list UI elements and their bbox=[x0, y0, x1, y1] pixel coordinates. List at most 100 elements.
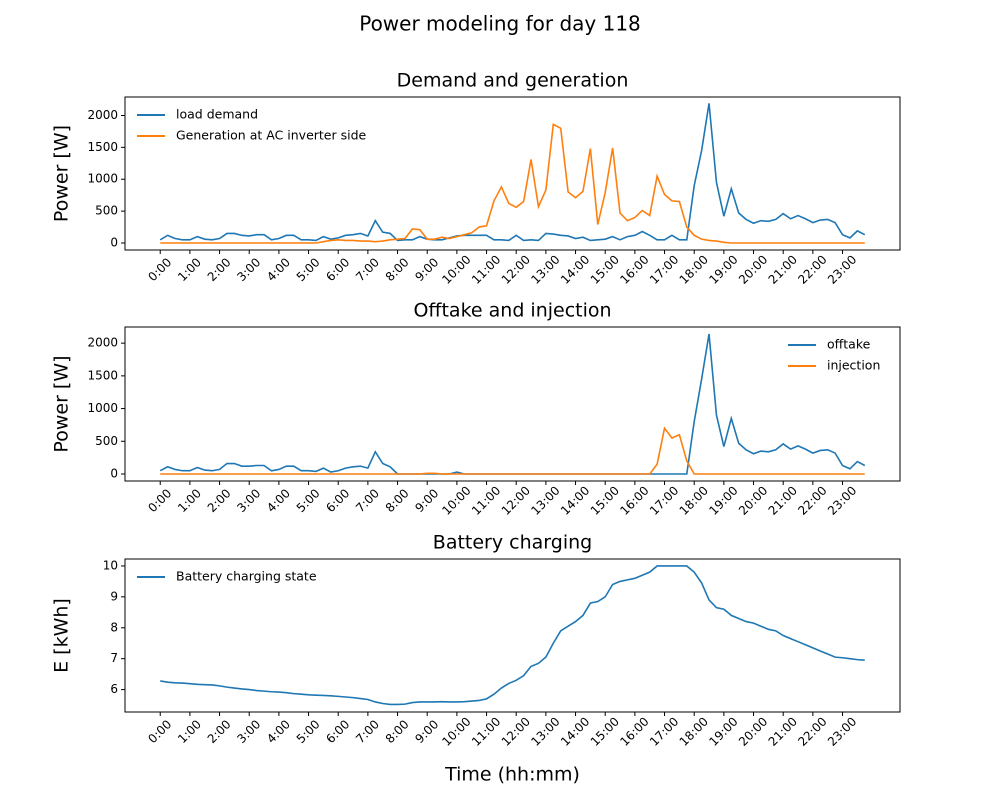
y-tick-label: 0 bbox=[110, 467, 118, 481]
x-tick-label: 9:00 bbox=[412, 255, 441, 284]
series-line bbox=[160, 123, 865, 244]
x-tick-label: 21:00 bbox=[766, 252, 800, 286]
x-tick-label: 8:00 bbox=[383, 255, 412, 284]
axes-frame bbox=[124, 96, 901, 251]
x-tick-label: 23:00 bbox=[825, 714, 859, 748]
x-tick-label: 12:00 bbox=[499, 714, 533, 748]
legend-label: offtake bbox=[827, 337, 871, 352]
x-tick-label: 6:00 bbox=[323, 486, 352, 515]
x-tick-label: 13:00 bbox=[528, 714, 562, 748]
x-tick-label: 18:00 bbox=[677, 252, 711, 286]
x-tick-label: 16:00 bbox=[617, 714, 651, 748]
x-tick-label: 1:00 bbox=[175, 255, 204, 284]
y-tick-label: 2000 bbox=[87, 108, 118, 122]
x-tick-label: 19:00 bbox=[706, 252, 740, 286]
x-tick-label: 14:00 bbox=[558, 483, 592, 517]
x-tick-label: 3:00 bbox=[234, 486, 263, 515]
x-tick-label: 20:00 bbox=[736, 252, 770, 286]
legend-label: Generation at AC inverter side bbox=[176, 128, 367, 143]
x-tick-label: 21:00 bbox=[766, 714, 800, 748]
y-tick-label: 1500 bbox=[87, 140, 118, 154]
x-tick-label: 7:00 bbox=[353, 255, 382, 284]
x-tick-label: 16:00 bbox=[617, 252, 651, 286]
x-tick-label: 10:00 bbox=[439, 714, 473, 748]
y-tick-label: 500 bbox=[95, 204, 118, 218]
x-tick-label: 6:00 bbox=[323, 717, 352, 746]
x-tick-label: 1:00 bbox=[175, 486, 204, 515]
x-tick-label: 2:00 bbox=[205, 255, 234, 284]
y-tick-label: 1500 bbox=[87, 368, 118, 382]
subplot: Offtake and injection Power [W] 0 500 1000 15… bbox=[51, 300, 901, 518]
subplot-title: Battery charging bbox=[433, 532, 592, 554]
x-tick-label: 6:00 bbox=[323, 255, 352, 284]
x-tick-label: 4:00 bbox=[264, 255, 293, 284]
x-tick-label: 3:00 bbox=[234, 717, 263, 746]
x-tick-label: 3:00 bbox=[234, 255, 263, 284]
x-tick-label: 22:00 bbox=[795, 483, 829, 517]
x-tick-label: 5:00 bbox=[294, 486, 323, 515]
x-tick-label: 13:00 bbox=[528, 252, 562, 286]
x-tick-label: 13:00 bbox=[528, 483, 562, 517]
x-tick-label: 23:00 bbox=[825, 483, 859, 517]
x-tick-label: 11:00 bbox=[469, 252, 503, 286]
x-tick-label: 15:00 bbox=[588, 252, 622, 286]
x-tick-label: 10:00 bbox=[439, 483, 473, 517]
x-tick-label: 17:00 bbox=[647, 714, 681, 748]
x-tick-label: 14:00 bbox=[558, 714, 592, 748]
x-axis-label: Time (hh:mm) bbox=[444, 764, 580, 786]
x-tick-label: 22:00 bbox=[795, 252, 829, 286]
subplot: Battery charging E [kWh] Time (hh:mm) 6 7 8 9 1… bbox=[51, 532, 901, 786]
x-tick-label: 2:00 bbox=[205, 717, 234, 746]
y-axis-label: Power [W] bbox=[51, 125, 73, 222]
x-tick-label: 19:00 bbox=[706, 483, 740, 517]
x-tick-label: 8:00 bbox=[383, 717, 412, 746]
y-tick-label: 8 bbox=[110, 620, 118, 634]
legend-label: load demand bbox=[176, 107, 258, 122]
y-tick-label: 7 bbox=[110, 651, 118, 665]
y-tick-label: 9 bbox=[110, 589, 118, 603]
y-tick-label: 0 bbox=[110, 235, 118, 249]
x-tick-label: 14:00 bbox=[558, 252, 592, 286]
subplot-title: Demand and generation bbox=[397, 70, 629, 92]
y-tick-label: 10 bbox=[103, 558, 118, 572]
y-axis-label: E [kWh] bbox=[51, 598, 73, 673]
x-tick-label: 9:00 bbox=[412, 717, 441, 746]
x-tick-label: 18:00 bbox=[677, 483, 711, 517]
legend-label: Battery charging state bbox=[176, 569, 317, 584]
x-tick-label: 21:00 bbox=[766, 483, 800, 517]
y-tick-label: 1000 bbox=[87, 401, 118, 415]
series-line bbox=[159, 103, 866, 242]
x-tick-label: 8:00 bbox=[383, 486, 412, 515]
x-tick-label: 2:00 bbox=[205, 486, 234, 515]
x-tick-label: 5:00 bbox=[294, 717, 323, 746]
x-tick-label: 18:00 bbox=[677, 714, 711, 748]
y-tick-label: 2000 bbox=[87, 336, 118, 350]
series-line bbox=[159, 333, 866, 475]
subplot: Demand and generation Power [W] 0 500 1000 15… bbox=[51, 70, 901, 287]
x-tick-label: 20:00 bbox=[736, 483, 770, 517]
x-tick-label: 17:00 bbox=[647, 483, 681, 517]
y-axis-label: Power [W] bbox=[51, 355, 73, 452]
x-tick-label: 12:00 bbox=[499, 252, 533, 286]
series-line bbox=[160, 426, 865, 475]
x-tick-label: 7:00 bbox=[353, 717, 382, 746]
y-tick-label: 6 bbox=[110, 682, 118, 696]
series-line bbox=[160, 565, 865, 706]
x-tick-label: 23:00 bbox=[825, 252, 859, 286]
x-tick-label: 4:00 bbox=[264, 486, 293, 515]
x-tick-label: 19:00 bbox=[706, 714, 740, 748]
x-tick-label: 10:00 bbox=[439, 252, 473, 286]
x-tick-label: 15:00 bbox=[588, 714, 622, 748]
axes-frame bbox=[124, 326, 901, 482]
x-tick-label: 7:00 bbox=[353, 486, 382, 515]
x-tick-label: 0:00 bbox=[145, 486, 174, 515]
x-tick-label: 0:00 bbox=[145, 717, 174, 746]
x-tick-label: 20:00 bbox=[736, 714, 770, 748]
subplot-title: Offtake and injection bbox=[413, 300, 611, 322]
x-tick-label: 11:00 bbox=[469, 483, 503, 517]
x-tick-label: 16:00 bbox=[617, 483, 651, 517]
x-tick-label: 12:00 bbox=[499, 483, 533, 517]
axes-frame bbox=[124, 558, 901, 713]
figure-title: Power modeling for day 118 bbox=[359, 12, 641, 36]
y-tick-label: 1000 bbox=[87, 172, 118, 186]
